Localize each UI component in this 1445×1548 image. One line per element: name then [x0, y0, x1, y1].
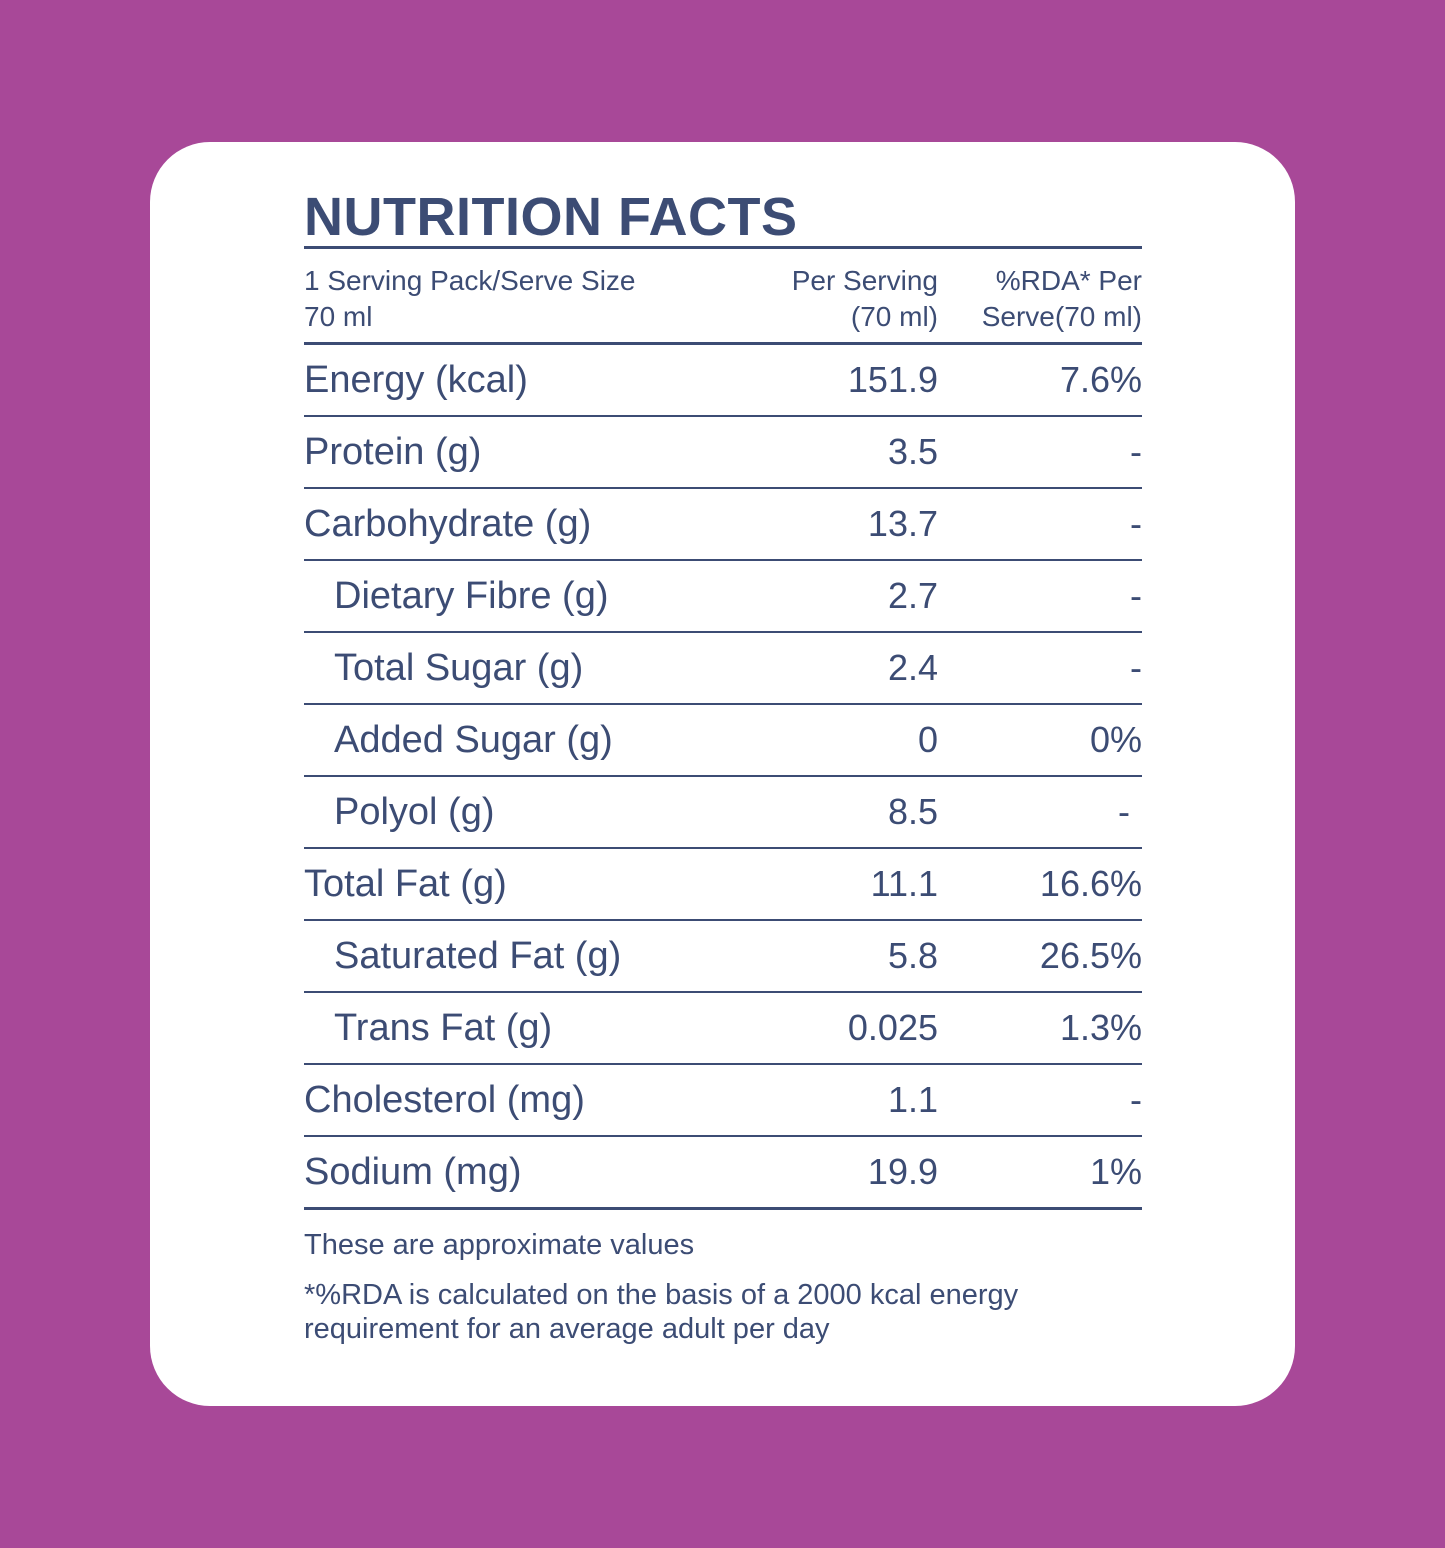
table-row: Added Sugar (g) 0 0%: [304, 705, 1142, 777]
table-row: Sodium (mg) 19.9 1%: [304, 1137, 1142, 1210]
table-row: Total Sugar (g) 2.4 -: [304, 633, 1142, 705]
nutrient-per-serving: 2.4: [887, 647, 938, 688]
table-row: Energy (kcal) 151.9 7.6%: [304, 345, 1142, 417]
nutrition-card: NUTRITION FACTS 1 Serving Pack/Serve Siz…: [150, 142, 1295, 1406]
footnotes: These are approximate values *%RDA is ca…: [304, 1228, 1142, 1346]
nutrient-name: Trans Fat (g): [334, 1006, 553, 1049]
nutrient-name: Protein (g): [304, 430, 482, 473]
nutrition-title: NUTRITION FACTS: [304, 187, 798, 247]
nutrient-name: Carbohydrate (g): [304, 502, 592, 545]
table-row: Total Fat (g) 11.1 16.6%: [304, 849, 1142, 921]
nutrient-per-serving: 2.7: [887, 575, 938, 616]
nutrient-rda: 1.3%: [1059, 1007, 1142, 1048]
nutrient-per-serving: 1.1: [887, 1079, 938, 1120]
table-row: Saturated Fat (g) 5.8 26.5%: [304, 921, 1142, 993]
nutrient-per-serving: 151.9: [847, 359, 938, 400]
header-serving-size-line2: 70 ml: [304, 301, 373, 332]
header-per-serving-line1: Per Serving: [791, 265, 938, 296]
nutrient-rda: 1%: [1089, 1151, 1142, 1192]
nutrient-per-serving: 3.5: [887, 431, 938, 472]
nutrient-name: Cholesterol (mg): [304, 1078, 585, 1121]
header-serving-size: 1 Serving Pack/Serve Size 70 ml: [304, 263, 750, 335]
nutrient-rda: -: [1118, 791, 1130, 832]
title-divider: [304, 246, 1142, 249]
nutrient-per-serving: 13.7: [867, 503, 938, 544]
nutrient-rda: 26.5%: [1039, 935, 1142, 976]
nutrient-rda: 16.6%: [1039, 863, 1142, 904]
header-rda-line1: %RDA* Per: [995, 265, 1142, 296]
nutrient-name: Total Sugar (g): [334, 646, 584, 689]
nutrient-name: Polyol (g): [334, 790, 495, 833]
nutrient-name: Sodium (mg): [304, 1150, 522, 1193]
header-rda: %RDA* Per Serve(70 ml): [938, 263, 1142, 335]
header-per-serving: Per Serving (70 ml): [750, 263, 938, 335]
rda-basis-note: *%RDA is calculated on the basis of a 20…: [304, 1279, 1019, 1345]
table-row: Protein (g) 3.5 -: [304, 417, 1142, 489]
nutrient-per-serving: 8.5: [887, 791, 938, 832]
nutrient-per-serving: 19.9: [867, 1151, 938, 1192]
nutrient-name: Energy (kcal): [304, 358, 528, 401]
nutrient-rda: -: [1130, 503, 1142, 544]
approximate-values-note: These are approximate values: [304, 1229, 695, 1261]
nutrient-rda: 0%: [1089, 719, 1142, 760]
table-row: Polyol (g) 8.5 -: [304, 777, 1142, 849]
table-header: 1 Serving Pack/Serve Size 70 ml Per Serv…: [304, 249, 1142, 345]
nutrient-name: Saturated Fat (g): [334, 934, 622, 977]
nutrient-rda: 7.6%: [1059, 359, 1142, 400]
nutrient-rda: -: [1130, 647, 1142, 688]
header-rda-line2: Serve(70 ml): [981, 301, 1142, 332]
nutrition-panel: NUTRITION FACTS 1 Serving Pack/Serve Siz…: [304, 180, 1142, 1362]
nutrient-per-serving: 0.025: [847, 1007, 938, 1048]
nutrient-per-serving: 5.8: [887, 935, 938, 976]
nutrient-rda: -: [1130, 431, 1142, 472]
header-serving-size-line1: 1 Serving Pack/Serve Size: [304, 265, 636, 296]
nutrient-rda: -: [1130, 1079, 1142, 1120]
table-row: Carbohydrate (g) 13.7 -: [304, 489, 1142, 561]
table-row: Dietary Fibre (g) 2.7 -: [304, 561, 1142, 633]
nutrient-name: Added Sugar (g): [334, 718, 613, 761]
header-per-serving-line2: (70 ml): [850, 301, 938, 332]
nutrient-name: Total Fat (g): [304, 862, 507, 905]
nutrient-name: Dietary Fibre (g): [334, 574, 609, 617]
table-row: Trans Fat (g) 0.025 1.3%: [304, 993, 1142, 1065]
table-row: Cholesterol (mg) 1.1 -: [304, 1065, 1142, 1137]
nutrient-per-serving: 0: [917, 719, 938, 760]
nutrient-per-serving: 11.1: [870, 863, 938, 904]
nutrient-rda: -: [1130, 575, 1142, 616]
